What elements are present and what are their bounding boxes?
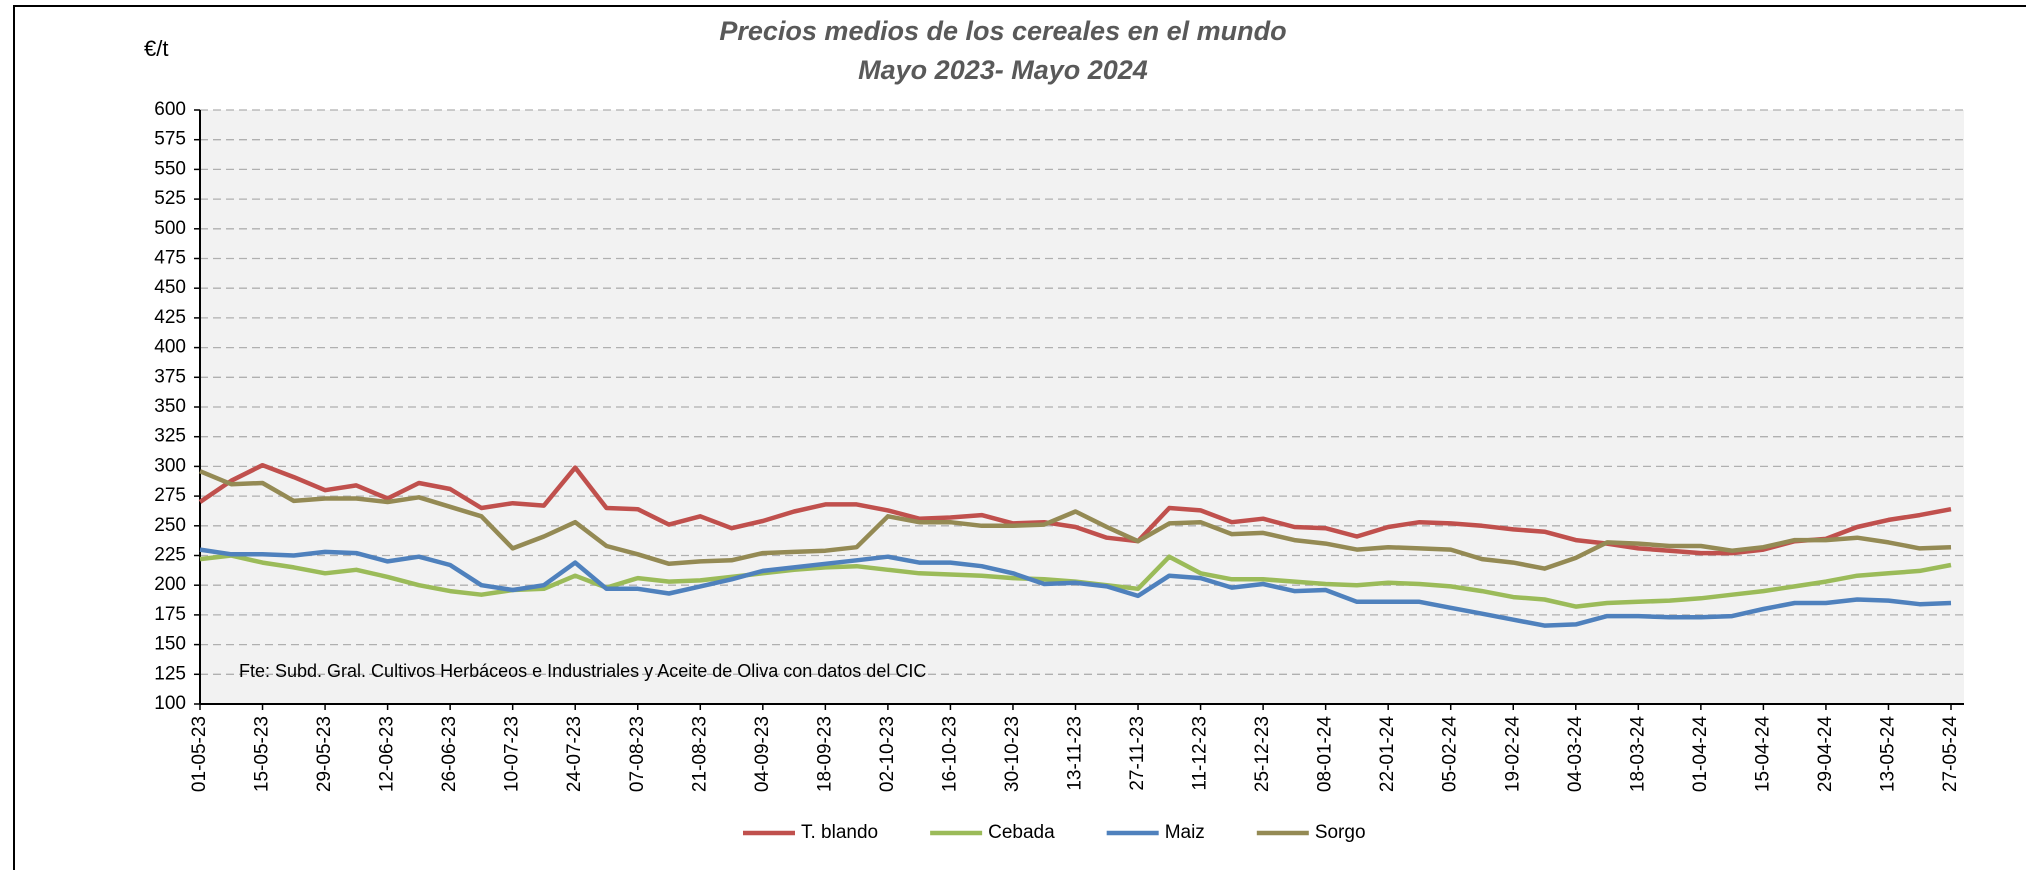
y-tick-label: 325 xyxy=(154,426,186,447)
chart-subtitle: Mayo 2023- Mayo 2024 xyxy=(858,55,1148,85)
x-tick-label: 18-03-24 xyxy=(1627,716,1648,792)
y-tick-label: 475 xyxy=(154,248,186,269)
x-tick-label: 12-06-23 xyxy=(377,716,398,792)
y-tick-label: 175 xyxy=(154,604,186,625)
legend-label: Sorgo xyxy=(1315,822,1366,843)
y-tick-label: 375 xyxy=(154,366,186,387)
y-tick-label: 125 xyxy=(154,663,186,684)
x-tick-label: 10-07-23 xyxy=(502,716,523,792)
x-tick-label: 01-04-24 xyxy=(1690,716,1711,792)
legend-label: Cebada xyxy=(988,822,1055,843)
x-tick-label: 24-07-23 xyxy=(564,716,585,792)
x-tick-label: 22-01-24 xyxy=(1377,716,1398,792)
x-tick-label: 11-12-23 xyxy=(1190,716,1211,791)
x-tick-label: 04-03-24 xyxy=(1565,716,1586,792)
y-tick-label: 300 xyxy=(154,455,186,476)
legend-label: Maiz xyxy=(1165,822,1205,843)
y-tick-label: 150 xyxy=(154,634,186,655)
x-tick-label: 18-09-23 xyxy=(814,716,835,792)
chart-title: Precios medios de los cereales en el mun… xyxy=(719,16,1286,46)
x-tick-label: 26-06-23 xyxy=(439,716,460,792)
y-axis-label: €/t xyxy=(144,36,168,61)
x-tick-label: 27-05-24 xyxy=(1940,716,1961,792)
y-tick-label: 500 xyxy=(154,218,186,239)
x-tick-label: 25-12-23 xyxy=(1252,716,1273,792)
x-tick-label: 08-01-24 xyxy=(1315,716,1336,792)
y-tick-label: 600 xyxy=(154,99,186,120)
x-tick-label: 02-10-23 xyxy=(877,716,898,792)
x-tick-label: 15-04-24 xyxy=(1752,716,1773,792)
x-tick-label: 04-09-23 xyxy=(752,716,773,792)
series-line xyxy=(199,469,1952,571)
y-tick-label: 350 xyxy=(154,396,186,417)
y-tick-label: 275 xyxy=(154,485,186,506)
x-tick-label: 29-04-24 xyxy=(1815,716,1836,792)
series-line xyxy=(198,462,1952,556)
y-tick-label: 100 xyxy=(154,693,186,714)
x-tick-label: 13-11-23 xyxy=(1065,716,1086,791)
y-tick-label: 225 xyxy=(154,545,186,566)
x-tick-label: 21-08-23 xyxy=(689,716,710,792)
legend-label: T. blando xyxy=(801,822,878,843)
x-tick-label: 30-10-23 xyxy=(1002,716,1023,792)
y-tick-label: 425 xyxy=(154,307,186,328)
x-tick-label: 13-05-24 xyxy=(1877,716,1898,792)
y-tick-label: 200 xyxy=(154,574,186,595)
annotation: Fte: Subd. Gral. Cultivos Herbáceos e In… xyxy=(239,661,926,681)
y-tick-label: 400 xyxy=(154,337,186,358)
x-tick-label: 05-02-24 xyxy=(1440,716,1461,792)
y-tick-label: 575 xyxy=(154,129,186,150)
x-tick-label: 07-08-23 xyxy=(627,716,648,792)
y-tick-label: 450 xyxy=(154,277,186,298)
x-tick-label: 01-05-23 xyxy=(189,716,210,792)
y-tick-label: 550 xyxy=(154,158,186,179)
x-tick-label: 15-05-23 xyxy=(252,716,273,792)
series-line xyxy=(199,547,1952,628)
x-tick-label: 29-05-23 xyxy=(314,716,335,792)
x-tick-label: 16-10-23 xyxy=(939,716,960,792)
frame xyxy=(13,5,2026,870)
y-tick-label: 250 xyxy=(154,515,186,536)
y-tick-label: 525 xyxy=(154,188,186,209)
x-tick-label: 27-11-23 xyxy=(1127,716,1148,791)
x-tick-label: 19-02-24 xyxy=(1502,716,1523,792)
